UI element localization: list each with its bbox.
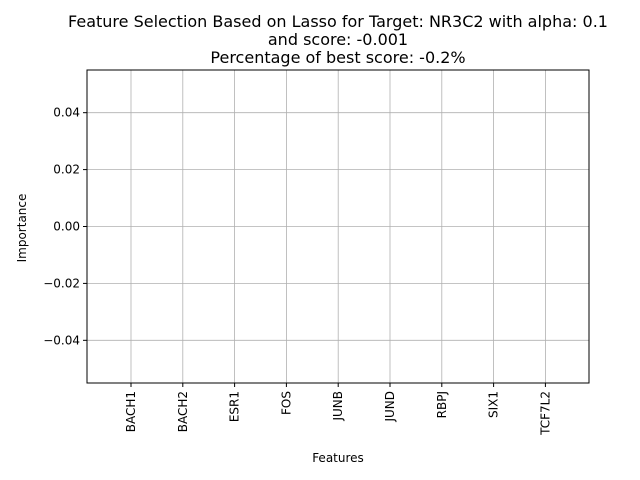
x-tick-label: BACH1 <box>124 391 138 432</box>
chart-title-line-2: and score: -0.001 <box>268 30 408 49</box>
x-axis: BACH1 BACH2 ESR1 FOS JUNB JUND RBPJ SIX1 TCF7L2 <box>124 383 552 436</box>
x-tick-label: RBPJ <box>435 391 449 418</box>
x-axis-label: Features <box>312 451 364 465</box>
y-tick-label: −0.02 <box>43 276 80 290</box>
y-tick-label: 0.00 <box>53 220 80 234</box>
y-tick-label: 0.02 <box>53 163 80 177</box>
y-axis: −0.04 −0.02 0.00 0.02 0.04 <box>43 106 87 347</box>
y-tick-label: −0.04 <box>43 333 80 347</box>
x-tick-label: JUNB <box>331 391 345 422</box>
chart-title: Feature Selection Based on Lasso for Tar… <box>68 12 608 67</box>
y-tick-label: 0.04 <box>53 106 80 120</box>
chart-title-line-1: Feature Selection Based on Lasso for Tar… <box>68 12 608 31</box>
x-tick-label: TCF7L2 <box>538 391 552 436</box>
x-tick-label: FOS <box>279 391 293 415</box>
grid <box>87 70 589 383</box>
chart-title-line-3: Percentage of best score: -0.2% <box>210 48 465 67</box>
x-tick-label: SIX1 <box>487 391 501 418</box>
x-tick-label: JUND <box>383 391 397 423</box>
x-tick-label: ESR1 <box>228 391 242 422</box>
y-axis-label: Importance <box>15 194 29 263</box>
x-tick-label: BACH2 <box>176 391 190 432</box>
